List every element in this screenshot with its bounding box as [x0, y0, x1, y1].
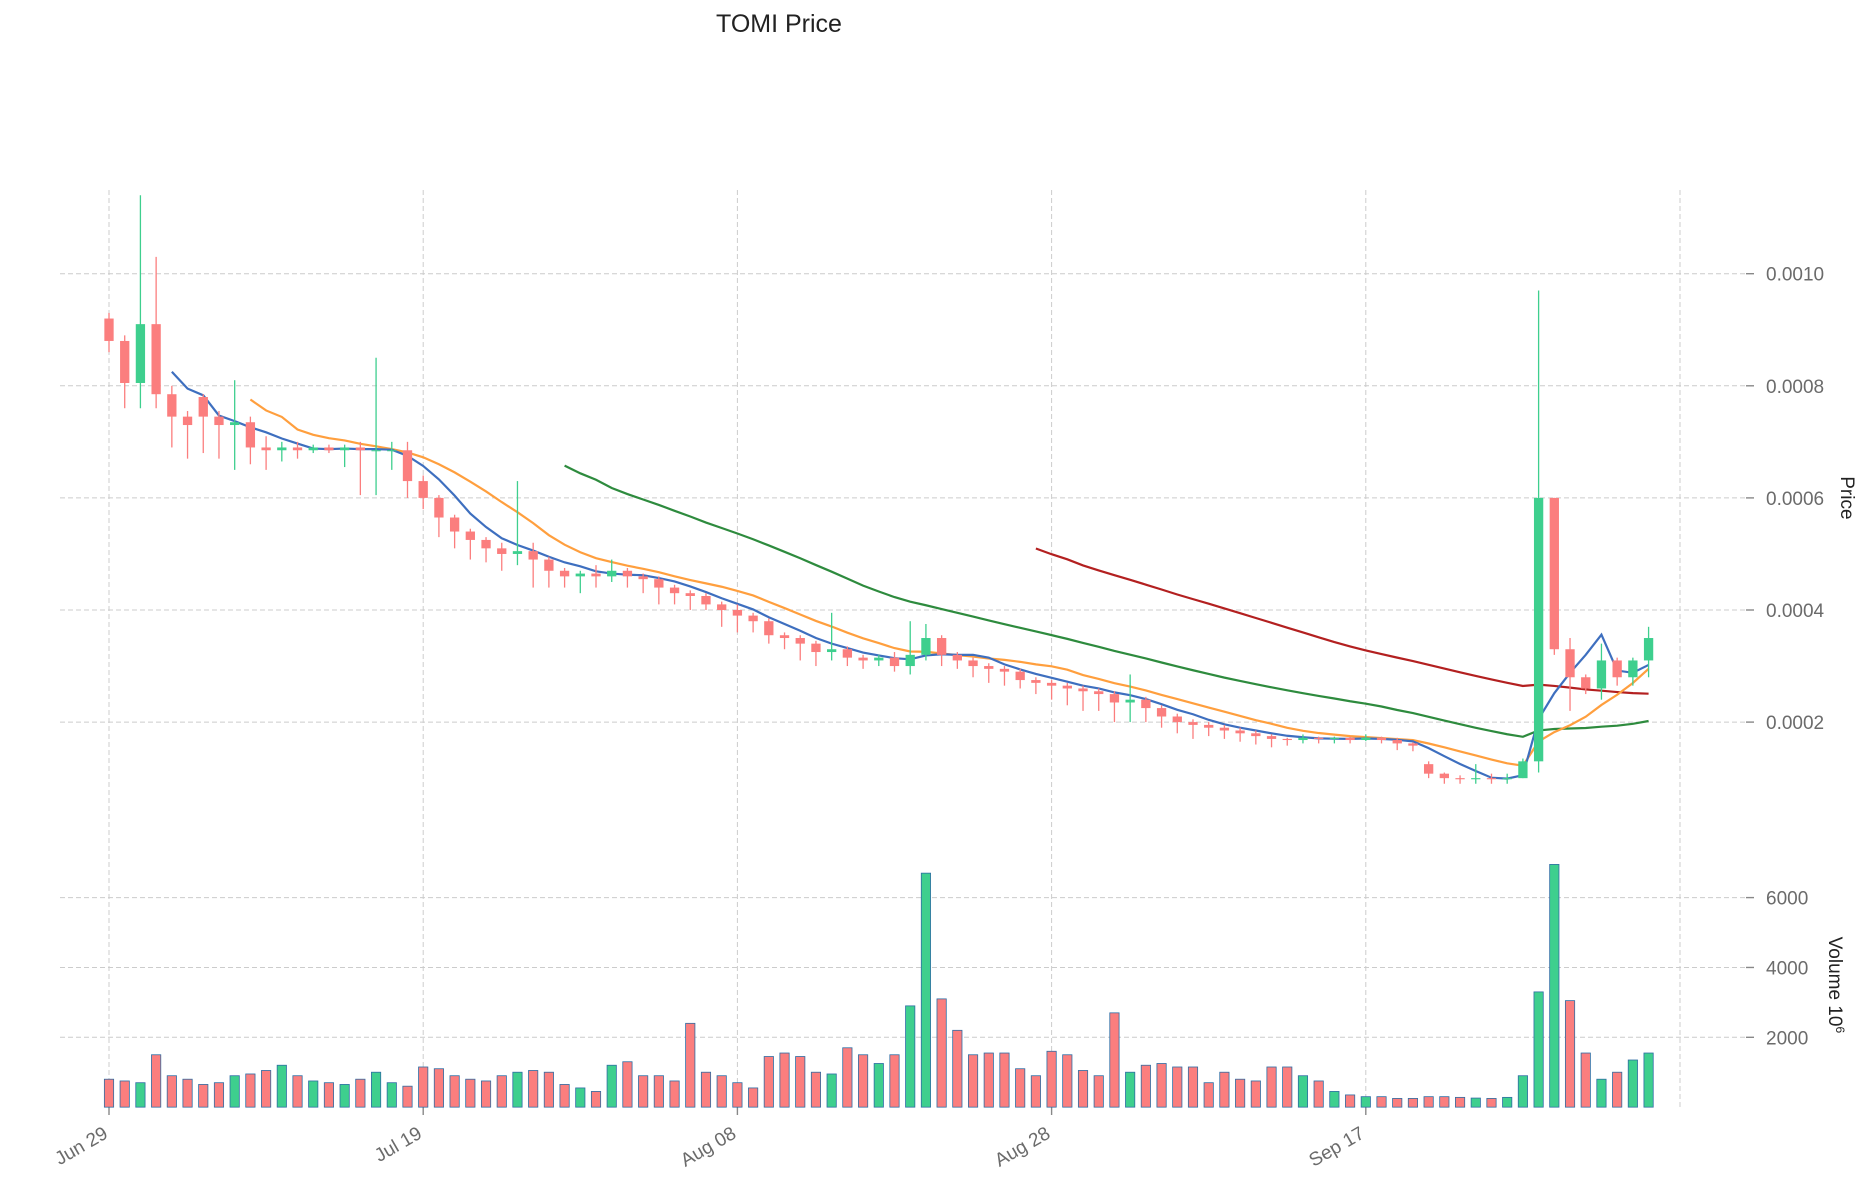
svg-text:Sep 17: Sep 17	[1306, 1123, 1369, 1171]
svg-text:Aug 28: Aug 28	[991, 1123, 1054, 1171]
svg-text:Jun 29: Jun 29	[52, 1123, 112, 1170]
svg-text:Jul 19: Jul 19	[371, 1123, 425, 1167]
svg-text:Price: Price	[1836, 476, 1857, 519]
svg-text:Volume 106: Volume 106	[1824, 937, 1847, 1034]
svg-text:6000: 6000	[1766, 889, 1808, 910]
svg-text:0.0008: 0.0008	[1766, 377, 1824, 398]
svg-text:4000: 4000	[1766, 958, 1808, 979]
svg-text:0.0006: 0.0006	[1766, 489, 1824, 510]
svg-text:0.0010: 0.0010	[1766, 265, 1824, 286]
svg-text:0.0004: 0.0004	[1766, 601, 1825, 622]
svg-text:Aug 08: Aug 08	[677, 1123, 740, 1171]
svg-text:2000: 2000	[1766, 1028, 1808, 1049]
svg-text:0.0002: 0.0002	[1766, 713, 1824, 734]
